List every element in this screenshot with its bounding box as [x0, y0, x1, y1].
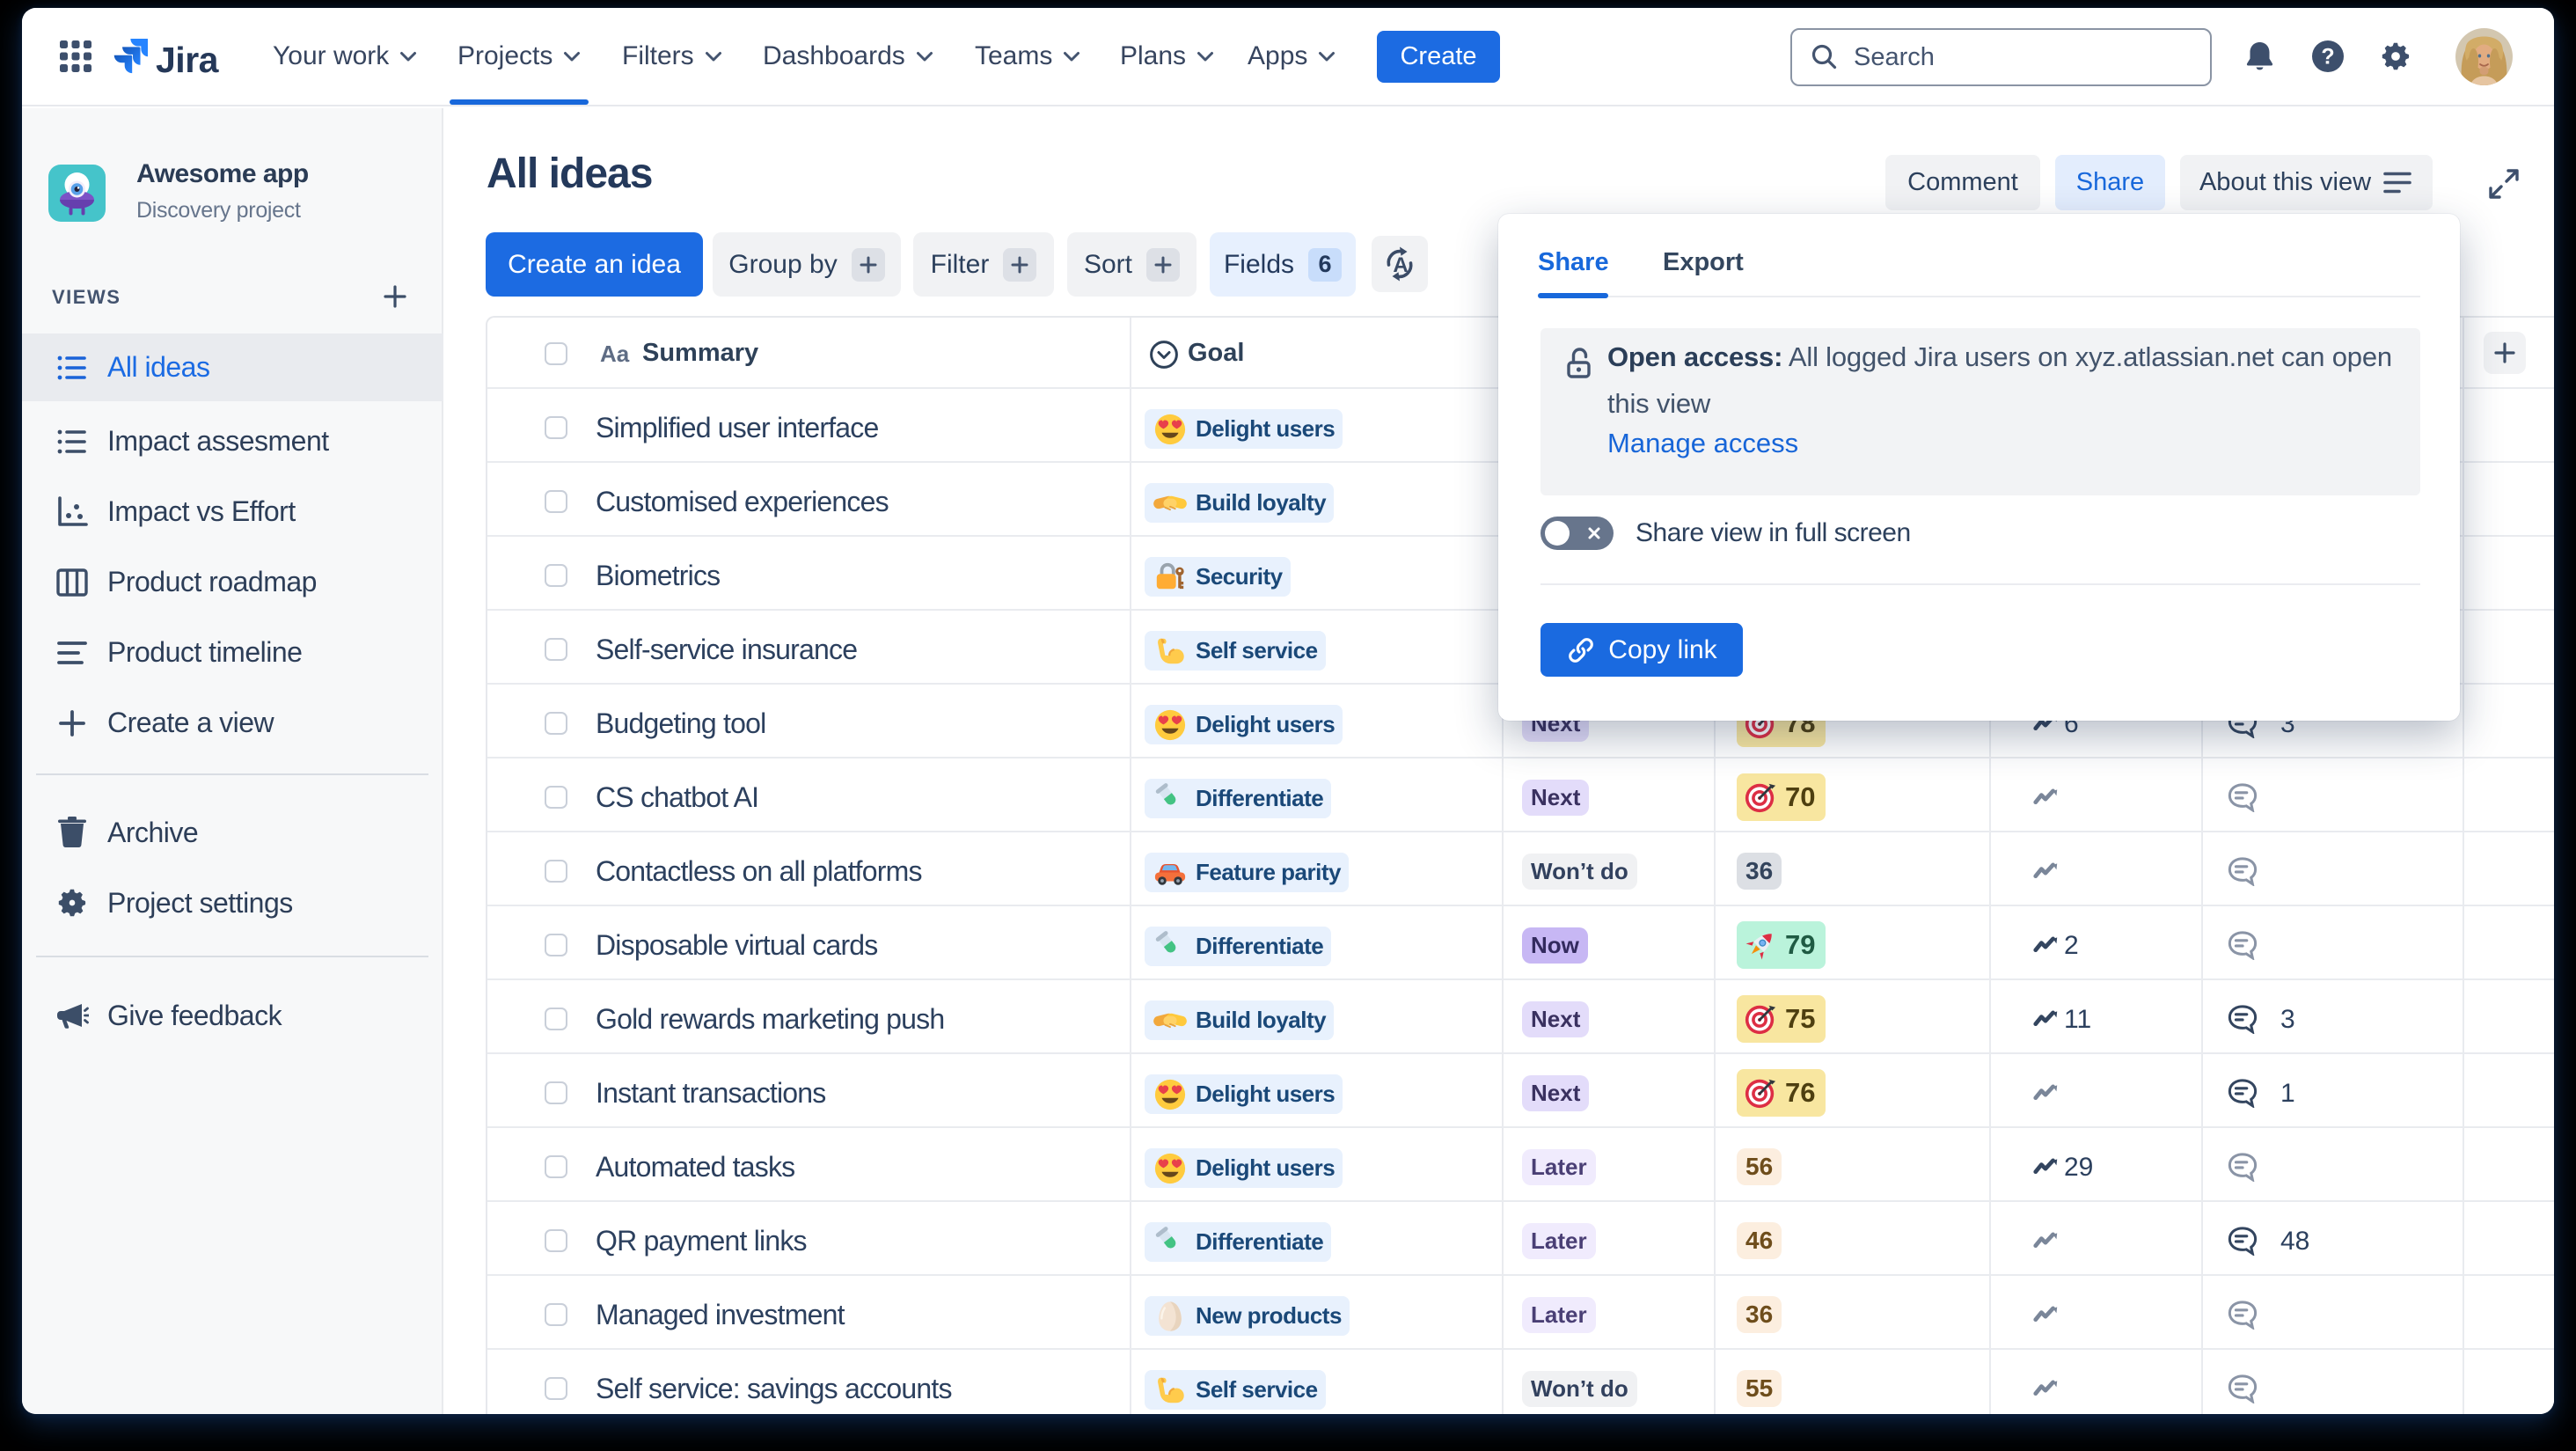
svg-text:A: A — [1393, 253, 1408, 277]
svg-text:?: ? — [2321, 45, 2334, 70]
